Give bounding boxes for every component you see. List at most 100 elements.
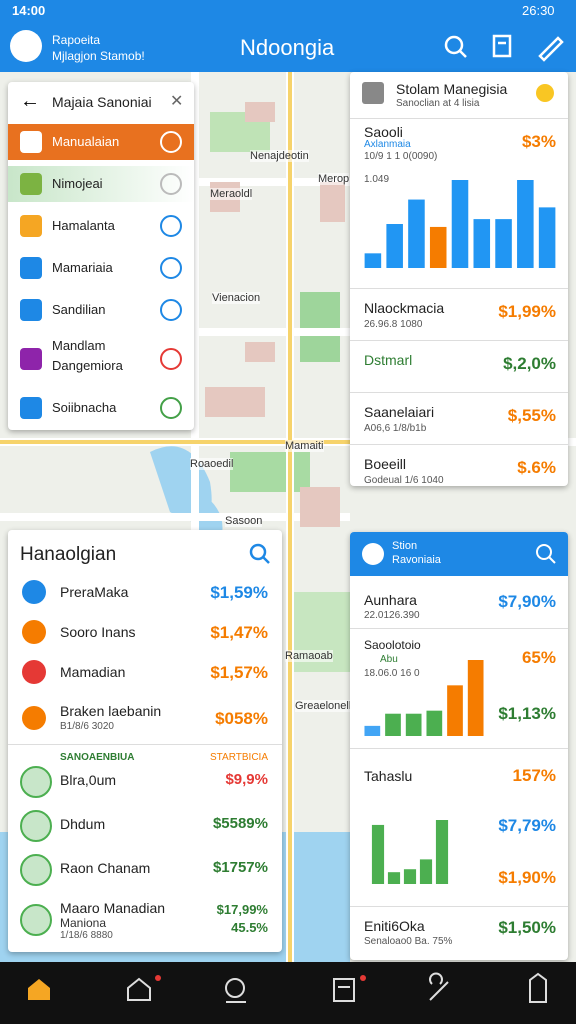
back[interactable]: ← (20, 90, 40, 112)
stat-sub: A06,6 1/8/b1b (364, 423, 427, 434)
app-bar (0, 0, 576, 72)
nav-icons[interactable] (0, 962, 576, 1024)
menu-action (160, 173, 182, 195)
icon (20, 257, 42, 279)
map-label: Sasoon (225, 515, 263, 527)
divider (350, 392, 568, 393)
bar (408, 199, 425, 268)
list-label: Sooro Inans (60, 624, 136, 640)
icon (20, 854, 52, 886)
list-label: Dhdum (60, 816, 106, 832)
row-value: 157% (512, 766, 556, 785)
row-value: $1,90% (498, 868, 556, 887)
bar-chart (371, 820, 449, 884)
stat-value: $3% (521, 132, 556, 151)
row-label: Saoolotoio (364, 638, 421, 652)
menu-item[interactable]: Manualaian (8, 124, 194, 160)
row-label: Eniti6Oka (364, 918, 425, 934)
close[interactable]: ✕ (170, 93, 184, 110)
bar (387, 872, 401, 884)
search[interactable] (248, 542, 272, 566)
map-label: Roaoedil (190, 458, 234, 470)
stat-value: $,2,0% (503, 354, 556, 373)
menu-item[interactable]: Nimojeai (8, 166, 194, 202)
menu-button[interactable] (10, 30, 42, 62)
bar (419, 859, 433, 884)
list-card: Hanaolgian SANOAENBIUA STARTBICIA PreraM… (8, 530, 282, 952)
icon (20, 173, 42, 195)
row-sub: 22.0126.390 (364, 610, 420, 621)
menu-item[interactable]: Mandlam Dangemiora (8, 334, 194, 384)
stat-sub: Axlanmaia (364, 139, 411, 150)
menu-action (160, 397, 182, 419)
row-value: 65% (521, 648, 556, 667)
divider (350, 340, 568, 341)
menu-label: Mamariaia (52, 260, 113, 275)
row-label: Tahaslu (364, 768, 413, 784)
app-actions[interactable] (440, 32, 570, 62)
list-value: $1757% (212, 859, 268, 876)
icon (20, 131, 42, 153)
icon (22, 706, 46, 730)
divider (8, 744, 282, 745)
list-value: $17,99% (216, 902, 268, 917)
bar (426, 710, 443, 736)
status-time: 14:00 (12, 3, 46, 18)
bar (364, 253, 382, 268)
stat-label: Saooli (364, 124, 403, 140)
map-label: Ramaoab (285, 650, 333, 662)
stats-card: Stolam Manegisia Sanoclian at 4 lisia Sa… (350, 72, 568, 486)
list-value: 45.5% (231, 920, 268, 935)
stat-sub: Godeual 1/6 1040 (364, 475, 444, 486)
app-subtitle: Rapoeita (52, 33, 101, 47)
bar (451, 180, 469, 268)
row-label: Aunhara (364, 592, 417, 608)
row-sub: 18.06.0 16 0 (364, 668, 420, 679)
stat-sub: 26.96.8 1080 (364, 319, 423, 330)
icon (20, 766, 52, 798)
app-subtitle: Mjlagjon Stamob! (52, 49, 145, 63)
menu-item[interactable]: Hamalanta (8, 208, 194, 244)
row-value: $1,50% (498, 918, 556, 937)
bar (538, 207, 556, 268)
menu-item[interactable]: Sandilian (8, 292, 194, 328)
divider (350, 628, 568, 629)
card-title: Hanaolgian (20, 544, 117, 565)
list-label: Maaro Manadian (60, 900, 166, 916)
menu-label: Soiibnacha (52, 400, 117, 415)
icon (20, 397, 42, 419)
row-sub: Abu (380, 654, 398, 665)
row-value: $7,90% (498, 592, 556, 611)
menu-label: Mandlam (52, 338, 106, 353)
status-clock: 26:30 (522, 3, 555, 18)
row-sub: Senaloao0 Ba. 75% (364, 936, 453, 947)
bar (495, 219, 512, 268)
menu-item[interactable]: Soiibnacha (8, 390, 194, 426)
icon (22, 620, 46, 644)
section-label: SANOAENBIUA (60, 752, 135, 763)
stat-label: Dstmarl (364, 352, 413, 368)
icon (362, 543, 384, 565)
list-label: PreraMaka (60, 584, 129, 600)
menu-panel: ← Majaia Sanoniai ✕ Manualaian Nimojeai Ha… (8, 82, 194, 430)
menu-label: Manualaian (52, 134, 120, 149)
icon (20, 215, 42, 237)
icon (20, 348, 42, 370)
bar (435, 820, 449, 884)
bar (517, 180, 534, 268)
stat-value: $,55% (507, 406, 556, 425)
map-label: Merop (318, 173, 350, 185)
menu-title: Majaia Sanoniai (52, 94, 152, 110)
list-label: Raon Chanam (60, 860, 151, 876)
bar (403, 869, 417, 884)
divider (350, 444, 568, 445)
menu-item[interactable]: Mamariaia (8, 250, 194, 286)
search[interactable] (534, 542, 558, 566)
list-label: Mamadian (60, 664, 126, 680)
divider (350, 906, 568, 907)
menu-action (160, 348, 182, 370)
menu-action (160, 299, 182, 321)
map-label: Meraoldl (210, 188, 253, 200)
right-card: Stion Ravoniaia Aunhara 22.0126.390 $7,90%… (350, 532, 568, 960)
